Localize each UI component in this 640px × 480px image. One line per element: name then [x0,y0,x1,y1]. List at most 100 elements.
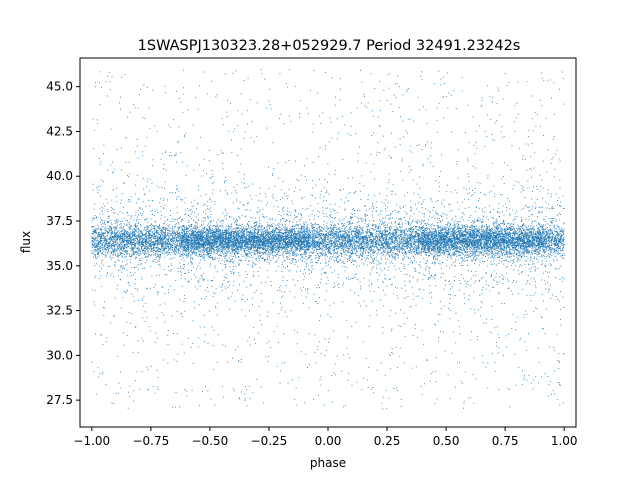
data-point [344,254,346,256]
data-point [562,247,564,249]
data-point [124,254,125,256]
data-point [165,239,167,241]
data-point [392,239,394,241]
data-point [474,233,476,234]
data-point [255,240,257,242]
data-point [160,239,162,241]
data-point [407,250,409,252]
data-point [552,237,554,239]
data-point [193,243,195,245]
data-point [364,247,366,249]
data-point [123,233,125,235]
data-point [401,229,403,231]
data-point [154,231,156,233]
data-point [268,224,270,226]
data-point [421,235,423,237]
data-point [548,238,550,240]
data-point [352,252,354,254]
data-point [410,233,412,235]
data-point [324,252,326,254]
data-point [553,260,555,262]
data-point [198,248,200,250]
data-point [249,256,251,258]
data-point [355,231,357,232]
data-point [181,232,182,234]
data-point [457,231,459,233]
data-point [509,239,510,241]
data-point [338,219,340,221]
data-point [434,255,435,257]
data-point [231,243,233,245]
data-point [419,230,421,232]
data-point [254,252,256,254]
data-point [373,237,375,239]
data-point [268,237,270,239]
data-point [342,222,343,224]
data-point [124,230,126,231]
data-point [513,218,515,220]
data-point [161,231,163,233]
data-point [466,243,468,245]
data-point [117,255,119,257]
data-point [221,225,223,227]
data-point [137,235,139,237]
data-point [252,232,254,234]
data-point [129,259,131,261]
data-point [309,231,311,233]
data-point [437,245,439,247]
data-point [475,241,477,243]
data-point [159,248,161,250]
data-point [384,251,386,253]
data-point [286,248,288,250]
data-point [220,255,222,256]
data-point [472,225,474,227]
data-point [303,237,305,239]
data-point [241,247,243,249]
data-point [392,250,394,251]
data-point [263,250,265,252]
data-point [301,247,303,248]
data-point [259,223,260,225]
data-point [456,229,458,230]
data-point [187,256,189,258]
data-point [466,248,468,250]
data-point [471,224,473,226]
data-point [216,251,218,253]
data-point [150,246,152,248]
data-point [403,231,405,233]
data-point [541,254,543,256]
data-point [413,251,415,253]
data-point [98,235,100,237]
data-point [371,234,373,236]
data-point [514,237,516,239]
data-point [155,229,157,231]
data-point [246,228,248,230]
data-point [173,244,175,246]
data-point [496,240,498,242]
data-point [154,233,156,235]
data-point [539,253,541,255]
data-point [99,234,101,236]
data-point [143,248,145,250]
data-point [353,228,355,230]
data-point [308,229,310,231]
data-point [357,236,359,238]
data-point [114,226,116,228]
data-point [387,243,389,244]
data-point [460,247,462,249]
data-point [152,236,154,238]
data-point [380,234,382,236]
data-point [131,225,133,227]
data-point [553,248,555,250]
data-point [232,246,234,248]
data-point [321,229,322,231]
data-point [208,252,210,254]
data-point [416,249,418,251]
data-point [455,226,457,228]
data-point [195,242,197,243]
data-point [442,226,444,228]
data-point [324,237,326,238]
data-point [376,253,378,255]
data-point [122,253,124,254]
data-point [468,256,470,258]
